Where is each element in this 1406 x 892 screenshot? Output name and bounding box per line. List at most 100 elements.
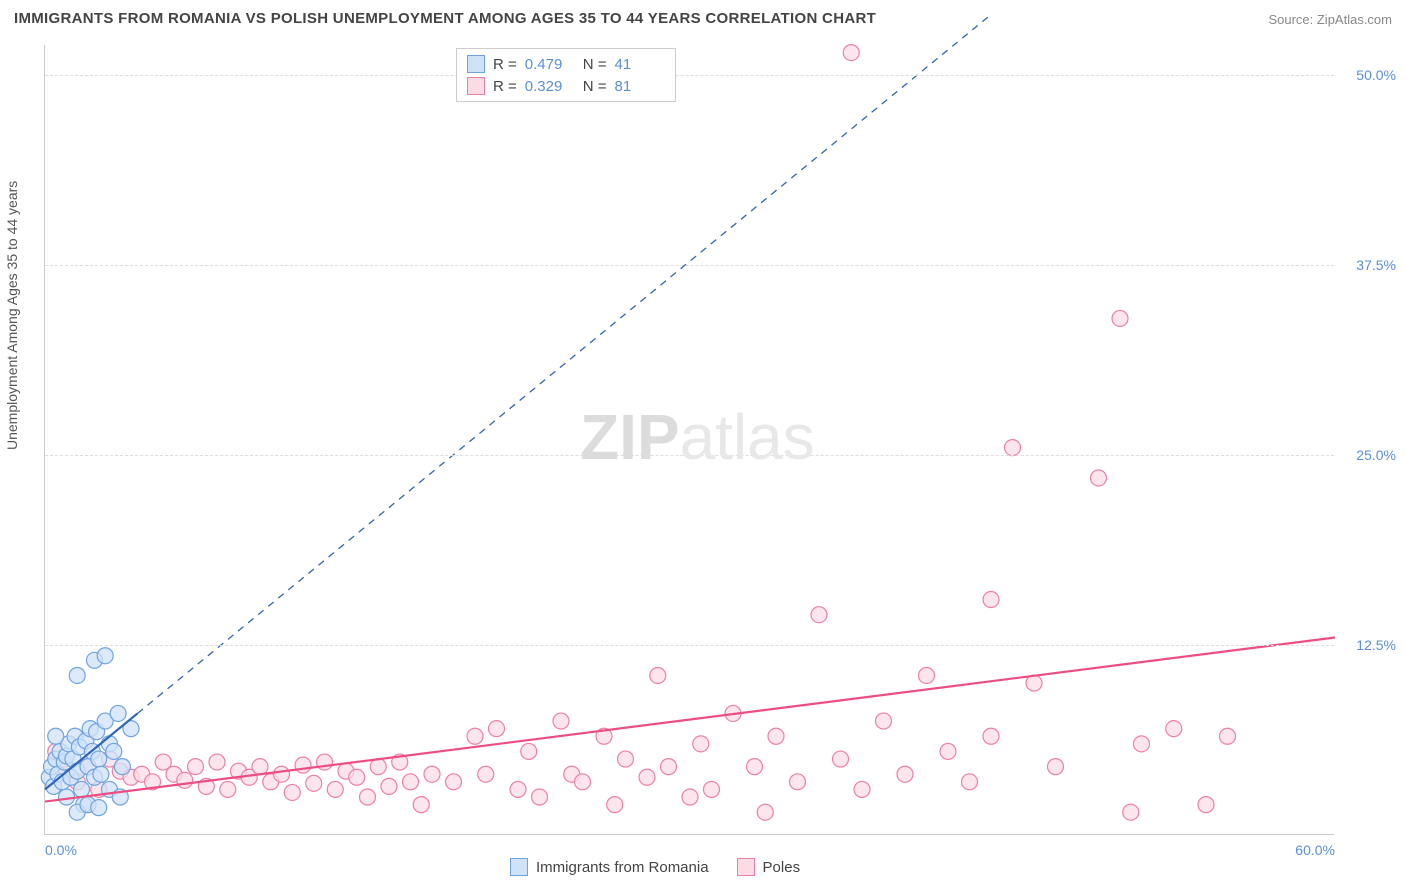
legend-n-label: N = — [583, 78, 607, 95]
data-point — [1198, 797, 1214, 813]
data-point — [306, 775, 322, 791]
correlation-legend: R = 0.479 N = 41 R = 0.329 N = 81 — [456, 48, 676, 102]
data-point — [74, 781, 90, 797]
legend-item: Poles — [737, 858, 801, 876]
data-point — [295, 757, 311, 773]
data-point — [682, 789, 698, 805]
data-point — [93, 766, 109, 782]
data-point — [1048, 759, 1064, 775]
data-point — [106, 743, 122, 759]
data-point — [1134, 736, 1150, 752]
legend-n-value: 81 — [615, 78, 665, 95]
data-point — [650, 667, 666, 683]
data-point — [467, 728, 483, 744]
data-point — [360, 789, 376, 805]
chart-title: IMMIGRANTS FROM ROMANIA VS POLISH UNEMPL… — [14, 10, 876, 27]
data-point — [876, 713, 892, 729]
data-point — [575, 774, 591, 790]
legend-r-value: 0.329 — [525, 78, 575, 95]
data-point — [478, 766, 494, 782]
data-point — [1112, 310, 1128, 326]
trend-line — [45, 638, 1335, 802]
legend-r-value: 0.479 — [525, 56, 575, 73]
data-point — [639, 769, 655, 785]
data-point — [962, 774, 978, 790]
legend-label: Poles — [763, 859, 801, 876]
data-point — [349, 769, 365, 785]
data-point — [424, 766, 440, 782]
data-point — [521, 743, 537, 759]
trend-line-extension — [137, 15, 991, 714]
y-tick-label: 37.5% — [1356, 257, 1396, 273]
data-point — [209, 754, 225, 770]
data-point — [983, 592, 999, 608]
data-point — [843, 45, 859, 61]
data-point — [510, 781, 526, 797]
legend-n-label: N = — [583, 56, 607, 73]
data-point — [489, 721, 505, 737]
data-point — [188, 759, 204, 775]
data-point — [446, 774, 462, 790]
data-point — [897, 766, 913, 782]
y-tick-label: 12.5% — [1356, 637, 1396, 653]
legend-row: R = 0.329 N = 81 — [467, 75, 665, 97]
data-point — [661, 759, 677, 775]
data-point — [69, 667, 85, 683]
y-axis-label: Unemployment Among Ages 35 to 44 years — [4, 181, 20, 450]
data-point — [747, 759, 763, 775]
legend-n-value: 41 — [615, 56, 665, 73]
legend-swatch — [467, 55, 485, 73]
source-link[interactable]: ZipAtlas.com — [1317, 12, 1392, 27]
data-point — [91, 800, 107, 816]
data-point — [1123, 804, 1139, 820]
series-legend: Immigrants from Romania Poles — [510, 858, 800, 876]
data-point — [919, 667, 935, 683]
data-point — [114, 759, 130, 775]
legend-row: R =0.479N =41 — [467, 53, 665, 75]
data-point — [811, 607, 827, 623]
legend-swatch — [510, 858, 528, 876]
data-point — [381, 778, 397, 794]
data-point — [177, 772, 193, 788]
legend-label: Immigrants from Romania — [536, 859, 709, 876]
grid-line — [45, 75, 1334, 76]
data-point — [854, 781, 870, 797]
data-point — [327, 781, 343, 797]
grid-line — [45, 645, 1334, 646]
data-point — [48, 728, 64, 744]
x-tick-label: 0.0% — [45, 842, 77, 858]
data-point — [413, 797, 429, 813]
data-point — [833, 751, 849, 767]
data-point — [790, 774, 806, 790]
data-point — [1220, 728, 1236, 744]
data-point — [91, 751, 107, 767]
legend-r-label: R = — [493, 78, 517, 95]
data-point — [59, 789, 75, 805]
chart-plot-area: 0.0%60.0% — [44, 45, 1334, 835]
data-point — [403, 774, 419, 790]
data-point — [940, 743, 956, 759]
data-point — [1005, 440, 1021, 456]
data-point — [983, 728, 999, 744]
legend-swatch — [737, 858, 755, 876]
scatter-plot-svg — [45, 45, 1334, 834]
grid-line — [45, 265, 1334, 266]
data-point — [618, 751, 634, 767]
y-tick-label: 25.0% — [1356, 447, 1396, 463]
data-point — [220, 781, 236, 797]
data-point — [607, 797, 623, 813]
data-point — [704, 781, 720, 797]
x-tick-label: 60.0% — [1295, 842, 1335, 858]
data-point — [1091, 470, 1107, 486]
data-point — [110, 705, 126, 721]
data-point — [532, 789, 548, 805]
data-point — [284, 784, 300, 800]
grid-line — [45, 455, 1334, 456]
source-label: Source: — [1268, 12, 1316, 27]
data-point — [1166, 721, 1182, 737]
y-tick-label: 50.0% — [1356, 67, 1396, 83]
source-attribution: Source: ZipAtlas.com — [1268, 12, 1392, 27]
legend-swatch — [467, 77, 485, 95]
data-point — [553, 713, 569, 729]
data-point — [274, 766, 290, 782]
